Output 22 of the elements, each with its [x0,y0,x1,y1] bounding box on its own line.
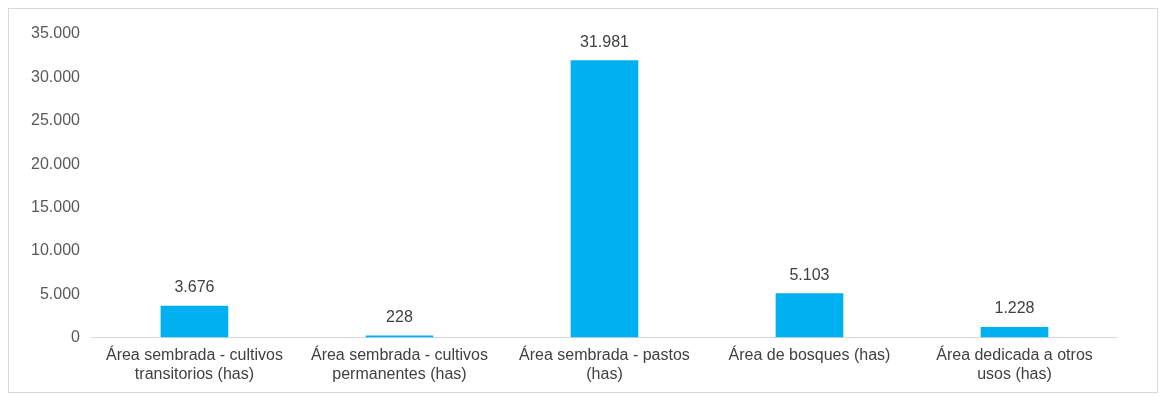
data-label: 31.981 [580,32,630,50]
x-tick-label: Área de bosques (has) [728,344,891,363]
x-tick-label: Área sembrada - cultivos permanentes (has) [310,344,488,382]
y-tick-label: 5.000 [39,284,81,302]
x-tick-label: Área sembrada - pastos (has) [519,344,690,382]
x-tick-label: Área sembrada - cultivos transitorios (has) [105,344,283,382]
y-tick-label: 30.000 [31,67,81,85]
y-tick-label: 35.000 [31,24,81,42]
bar [570,60,639,338]
data-label: 3.676 [174,278,215,296]
y-tick-label: 15.000 [31,197,81,215]
x-tick-label: Área dedicada a otros usos (has) [936,344,1093,382]
bar [160,305,229,338]
bar [775,293,844,338]
bar [980,326,1049,338]
data-label: 5.103 [789,265,830,283]
y-tick-label: 10.000 [31,241,81,259]
y-tick-label: 25.000 [31,111,81,129]
y-tick-label: 20.000 [31,154,81,172]
y-tick-label: 0 [71,328,81,346]
data-label: 228 [386,308,413,326]
data-label: 1.228 [994,299,1035,317]
